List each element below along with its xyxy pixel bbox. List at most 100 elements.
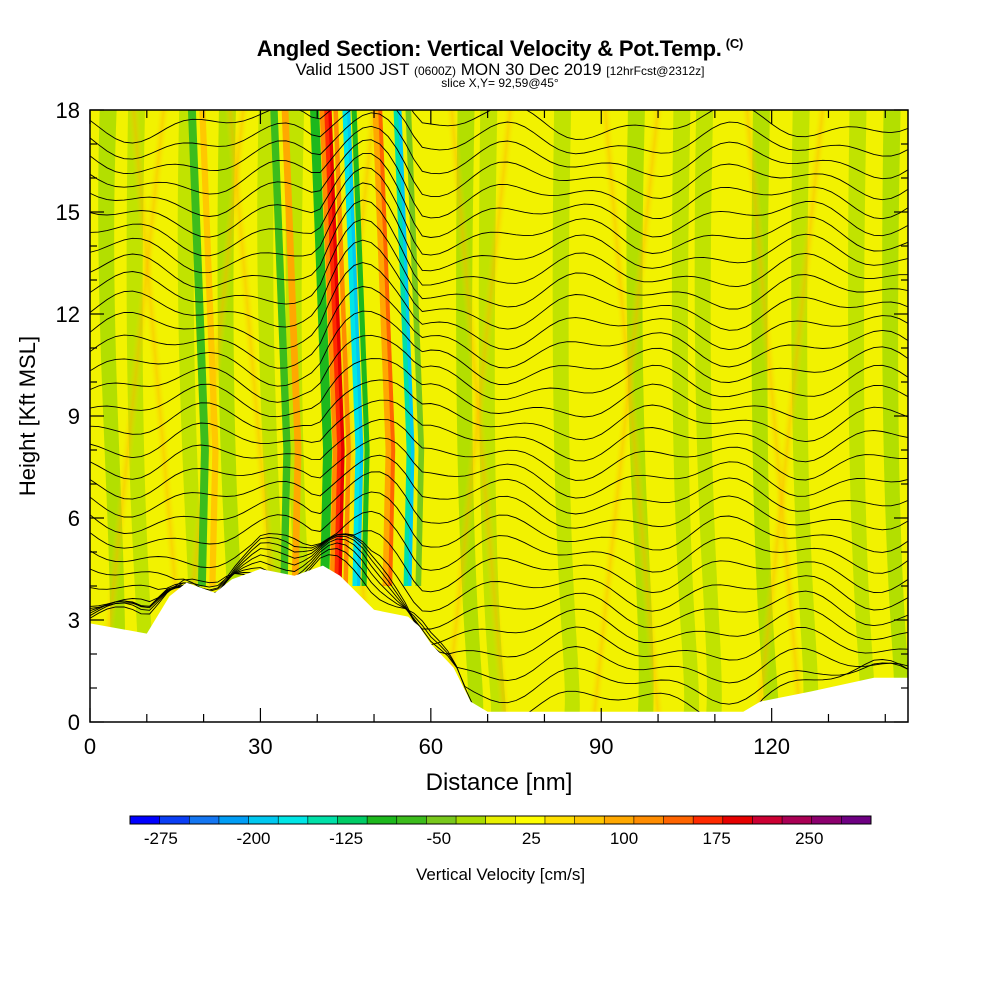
downdraft-patch (791, 110, 819, 722)
pot-temp-contour (90, 334, 908, 403)
colorbar-swatch (307, 816, 338, 824)
colorbar-tick-label: 25 (522, 829, 541, 848)
colorbar-tick-label: 100 (610, 829, 638, 848)
chart-title: Angled Section: Vertical Velocity & Pot.… (0, 36, 1000, 62)
velocity-band (324, 110, 342, 586)
pot-temp-contour (90, 239, 908, 331)
colorbar-swatch (218, 816, 250, 824)
terrain-mask (90, 565, 908, 722)
colorbar-tick-label: -125 (329, 829, 363, 848)
colorbar-tick-label: -200 (236, 829, 270, 848)
colorbar-swatch (693, 816, 724, 824)
velocity-band (378, 110, 396, 586)
velocity-band (372, 110, 393, 586)
downdraft-patch (126, 110, 154, 722)
x-tick-label: 30 (248, 734, 272, 759)
colorbar-swatch (604, 816, 635, 824)
x-axis-label: Distance [nm] (426, 769, 573, 796)
pot-temp-contour (90, 125, 908, 201)
pot-temp-contour (90, 182, 908, 274)
valid-prefix: Valid 1500 JST (295, 60, 410, 79)
y-tick-label: 6 (68, 506, 80, 531)
updraft-streak (93, 110, 170, 722)
updraft-streak (599, 110, 665, 722)
pot-temp-contour (90, 454, 908, 518)
velocity-band (310, 110, 333, 586)
downdraft-patch (478, 110, 506, 722)
colorbar-swatch (722, 816, 753, 824)
pot-temp-contour (90, 358, 908, 421)
colorbar-swatch (337, 816, 368, 824)
slice-line: slice X,Y= 92,59@45° (0, 76, 1000, 90)
updraft-streak (224, 110, 290, 722)
colorbar-tick-label: 175 (702, 829, 730, 848)
pot-temp-contour (90, 167, 908, 257)
colorbar-swatch (752, 816, 783, 824)
y-axis-label: Height [Kft MSL] (15, 336, 40, 496)
colorbar-swatch (248, 816, 279, 824)
colorbar-frame (129, 815, 872, 825)
pot-temp-contour (90, 286, 908, 369)
valid-utc: (0600Z) (413, 64, 456, 78)
updraft-streak (741, 110, 807, 722)
slice-info: slice X,Y= 92,59@45° (441, 76, 559, 90)
pot-temp-contour (90, 153, 908, 238)
pot-temp-contours (90, 110, 908, 722)
axes: 0 30 60 90 120 0 3 6 9 12 15 18 Distance [nm] Height … (15, 98, 908, 796)
pot-temp-contour (90, 530, 908, 594)
downdraft-patch (671, 110, 700, 722)
pot-temp-contour (90, 218, 908, 310)
y-tick-label: 15 (56, 200, 80, 225)
pot-temp-contour (90, 471, 908, 534)
velocity-band (333, 110, 351, 586)
pot-temp-contour (90, 419, 908, 481)
colorbar-tick-label: -50 (426, 829, 451, 848)
y-tick-label: 3 (68, 608, 80, 633)
pot-temp-contour (90, 379, 908, 443)
colorbar-swatch (159, 816, 190, 824)
pot-temp-contour (90, 139, 908, 220)
colorbar-swatch (278, 816, 309, 824)
velocity-band (351, 110, 370, 586)
colorbar-swatch (574, 816, 605, 824)
velocity-band (319, 110, 339, 586)
pot-temp-contour (90, 437, 908, 500)
updraft-streak (440, 110, 516, 722)
y-tick-label: 12 (56, 302, 80, 327)
colorbar-swatch (396, 816, 427, 824)
velocity-band (199, 110, 219, 586)
forecast-info: [12hrFcst@2312z] (606, 64, 705, 78)
colorbar-tick-label: 250 (795, 829, 823, 848)
colorbar-swatch (544, 816, 576, 824)
downdraft-patch (848, 110, 876, 722)
colorbar-swatch (130, 816, 161, 824)
pot-temp-contour (90, 262, 908, 351)
pot-temp-contour (90, 510, 908, 574)
pot-temp-contour (90, 491, 908, 553)
velocity-band (187, 110, 209, 586)
colorbar-swatch (663, 816, 694, 824)
colorbar-swatch (367, 816, 398, 824)
velocity-band (405, 110, 425, 586)
pot-temp-contour (90, 110, 908, 160)
chart-title-unit: (C) (725, 36, 744, 51)
colorbar-swatch (456, 816, 487, 824)
colorbar-swatch (811, 816, 842, 824)
colorbar-swatch (485, 816, 516, 824)
valid-date: MON 30 Dec 2019 (460, 60, 602, 79)
x-tick-label: 0 (84, 734, 96, 759)
colorbar-swatch (633, 816, 665, 824)
pot-temp-contour (90, 310, 908, 387)
colorbar-tick-label: -275 (144, 829, 178, 848)
velocity-band (393, 110, 414, 586)
pot-temp-contour (90, 534, 908, 630)
x-tick-label: 120 (753, 734, 790, 759)
pot-temp-contour (90, 112, 908, 180)
y-tick-label: 18 (56, 98, 80, 123)
pot-temp-contour (90, 533, 908, 612)
velocity-band (281, 110, 302, 586)
colorbar-label: Vertical Velocity [cm/s] (416, 865, 585, 884)
chart-valid-line: Valid 1500 JST (0600Z) MON 30 Dec 2019 [… (0, 60, 1000, 80)
velocity-band (342, 110, 363, 586)
